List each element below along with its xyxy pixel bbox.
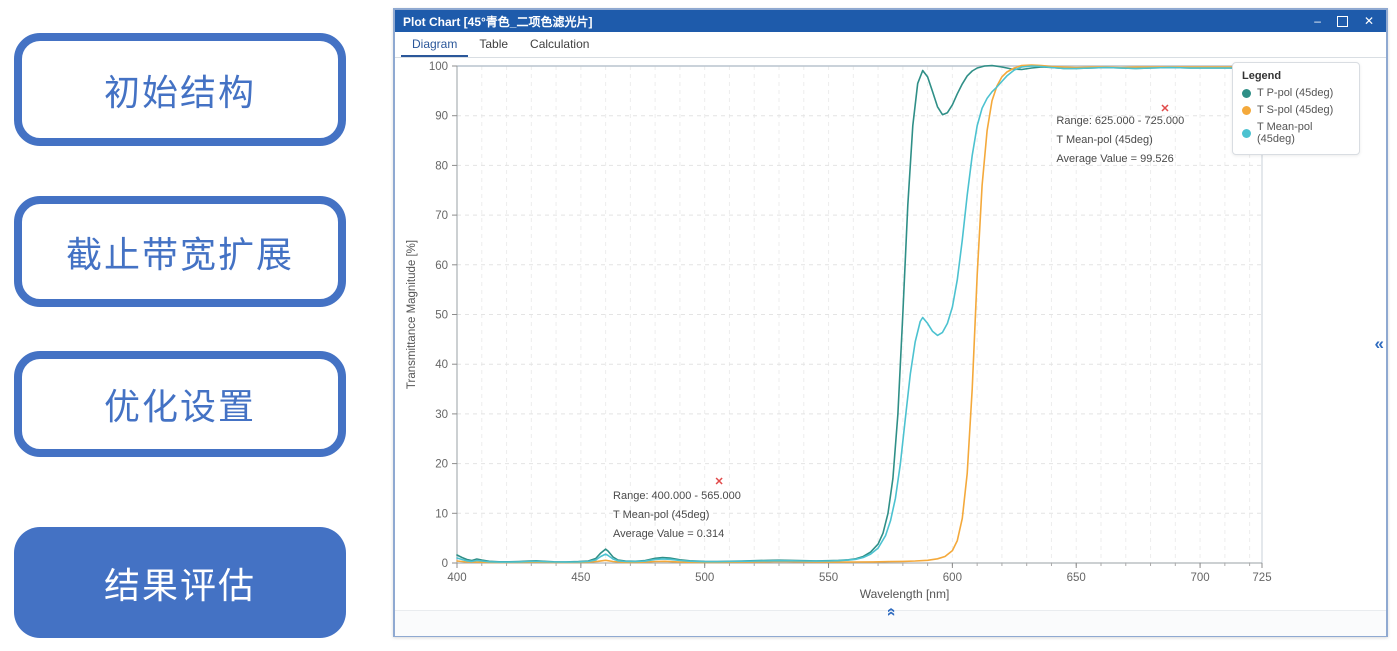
range-annotation: Range: 400.000 - 565.000 T Mean-pol (45de… — [613, 487, 741, 544]
legend-entry[interactable]: T P-pol (45deg) — [1242, 87, 1350, 99]
tab-calculation[interactable]: Calculation — [530, 36, 590, 51]
legend-entry[interactable]: T S-pol (45deg) — [1242, 104, 1350, 116]
y-tick-label: 40 — [435, 359, 448, 371]
expand-panel-chevron-icon[interactable]: « — [1374, 334, 1384, 353]
legend-color-dot-icon — [1242, 105, 1251, 115]
x-tick-label: 700 — [1190, 572, 1209, 584]
y-tick-label: 90 — [435, 111, 448, 123]
x-tick-label: 400 — [447, 572, 466, 584]
window-titlebar[interactable]: Plot Chart [45°青色_二项色滤光片] – ✕ — [395, 10, 1386, 32]
legend-color-dot-icon — [1242, 88, 1251, 98]
legend-entry-label: T Mean-pol (45deg) — [1257, 121, 1313, 145]
y-tick-label: 70 — [435, 210, 448, 222]
tab-table[interactable]: Table — [479, 36, 509, 51]
flow-step-label: 优化设置 — [103, 387, 256, 428]
range-annotation: Range: 625.000 - 725.000 T Mean-pol (45de… — [1056, 112, 1184, 169]
y-axis-title: Transmittance Magnitude [%] — [406, 240, 418, 389]
series-line — [456, 64, 1263, 564]
y-tick-label: 100 — [429, 61, 448, 73]
annotation-line: T Mean-pol (45deg) — [613, 508, 710, 521]
window-footer: « — [395, 607, 1386, 636]
chart-area[interactable]: 400 450 500 550 600 650 700 725 0 10 20 30 40 50 60 70 8… — [395, 58, 1386, 611]
x-tick-label: 600 — [943, 572, 962, 584]
x-tick-label: 650 — [1067, 572, 1086, 584]
expand-bottom-chevron-icon[interactable]: « — [882, 607, 900, 617]
y-tick-label: 10 — [435, 508, 448, 520]
annotation-line: T Mean-pol (45deg) — [1056, 134, 1153, 147]
chart-content: 400 450 500 550 600 650 700 725 0 10 20 30 40 50 60 70 8… — [395, 58, 1386, 636]
flow-step-result-evaluation[interactable]: 结果评估 — [14, 527, 346, 638]
x-tick-label: 450 — [571, 572, 590, 584]
y-tick-label: 50 — [435, 310, 448, 322]
flow-step-label: 结果评估 — [103, 565, 256, 607]
flow-step-optimization-settings[interactable]: 优化设置 — [14, 351, 346, 457]
plot-svg[interactable]: 400 450 500 550 600 650 700 725 0 10 20 30 40 50 60 70 8… — [395, 58, 1386, 611]
minimize-button[interactable]: – — [1314, 14, 1321, 28]
legend-entry[interactable]: T Mean-pol (45deg) — [1242, 121, 1350, 145]
x-tick-label: 550 — [819, 572, 838, 584]
legend-entry-label: T P-pol (45deg) — [1257, 87, 1334, 99]
y-tick-label: 0 — [442, 558, 448, 570]
series-line — [456, 65, 1263, 563]
legend-title: Legend — [1242, 70, 1282, 82]
flow-step-initial-structure[interactable]: 初始结构 — [14, 33, 346, 146]
y-tick-label: 60 — [435, 260, 448, 272]
annotation-line: Range: 625.000 - 725.000 — [1056, 115, 1185, 128]
flow-step-label: 初始结构 — [103, 72, 256, 114]
legend-color-dot-icon — [1242, 128, 1251, 138]
x-tick-label: 500 — [695, 572, 714, 584]
maximize-button[interactable] — [1336, 15, 1348, 27]
x-tick-label: 725 — [1252, 572, 1271, 584]
y-tick-label: 30 — [435, 409, 448, 421]
x-axis-title: Wavelength [nm] — [860, 587, 950, 601]
chart-legend[interactable]: Legend T P-pol (45deg) T S-pol (45deg) T M… — [1232, 62, 1360, 155]
legend-entry-label: T S-pol (45deg) — [1257, 104, 1334, 116]
tab-diagram[interactable]: Diagram — [401, 32, 469, 57]
y-tick-label: 20 — [435, 459, 448, 471]
close-button[interactable]: ✕ — [1363, 14, 1374, 28]
annotation-line: Average Value = 99.526 — [1056, 153, 1174, 166]
annotation-delete-icon[interactable]: ✕ — [1160, 103, 1170, 116]
tab-bar: Diagram Table Calculation — [395, 32, 1386, 58]
plot-chart-window: Plot Chart [45°青色_二项色滤光片] – ✕ Diagram Ta… — [393, 8, 1388, 637]
annotation-line: Average Value = 0.314 — [613, 527, 725, 540]
flow-step-cutoff-bandwidth[interactable]: 截止带宽扩展 — [14, 196, 346, 307]
window-title: Plot Chart [45°青色_二项色滤光片] — [403, 14, 593, 29]
annotation-delete-icon[interactable]: ✕ — [714, 475, 724, 488]
y-tick-label: 80 — [435, 160, 448, 172]
annotation-line: Range: 400.000 - 565.000 — [613, 489, 741, 502]
flow-step-label: 截止带宽扩展 — [65, 234, 294, 276]
